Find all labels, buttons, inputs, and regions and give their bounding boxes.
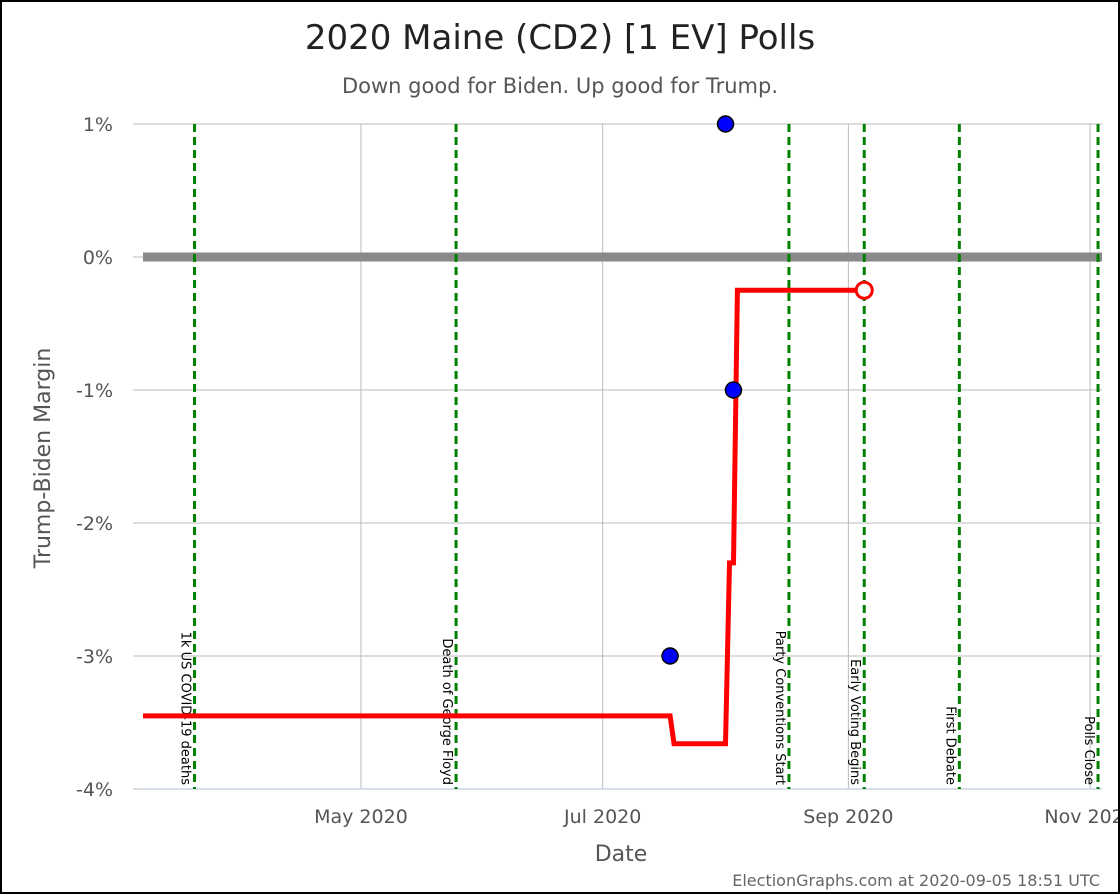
- x-tick-label: Jul 2020: [563, 806, 641, 828]
- x-tick-label: May 2020: [314, 806, 408, 828]
- y-tick-label: 1%: [83, 114, 113, 136]
- poll-point: [716, 115, 735, 133]
- event-layer: 1k US COVID-19 deaths Death of George Flo…: [178, 124, 1100, 789]
- x-tick-label: Nov 2020: [1044, 806, 1118, 828]
- event-label: Polls Close: [1081, 716, 1096, 785]
- y-tick-label: -2%: [76, 513, 113, 535]
- poll-point: [661, 647, 679, 665]
- tick-layer: 1% 0% -1% -2% -3% -4% May 2020 Jul 2020 Sep 2020…: [76, 114, 1118, 828]
- event-label: First Debate: [942, 706, 957, 785]
- series-layer: [143, 115, 874, 747]
- x-axis-label: Date: [595, 842, 648, 867]
- y-axis-label: Trump-Biden Margin: [31, 348, 56, 570]
- y-tick-label: 0%: [83, 247, 113, 269]
- chart-title: 2020 Maine (CD2) [1 EV] Polls: [305, 18, 815, 58]
- poll-point: [724, 381, 743, 399]
- average-line: [143, 287, 865, 747]
- y-tick-label: -1%: [76, 380, 113, 402]
- y-tick-label: -3%: [76, 646, 113, 668]
- event-label: Early Voting Begins: [847, 659, 862, 785]
- event-label: Death of George Floyd: [439, 638, 454, 785]
- current-average-marker: [854, 280, 874, 300]
- y-tick-label: -4%: [76, 779, 113, 801]
- event-label: 1k US COVID-19 deaths: [178, 632, 193, 786]
- chart-subtitle: Down good for Biden. Up good for Trump.: [342, 74, 778, 98]
- footer-credit: ElectionGraphs.com at 2020-09-05 18:51 U…: [732, 871, 1100, 890]
- x-tick-label: Sep 2020: [803, 806, 893, 828]
- event-label: Party Conventions Start: [772, 631, 787, 785]
